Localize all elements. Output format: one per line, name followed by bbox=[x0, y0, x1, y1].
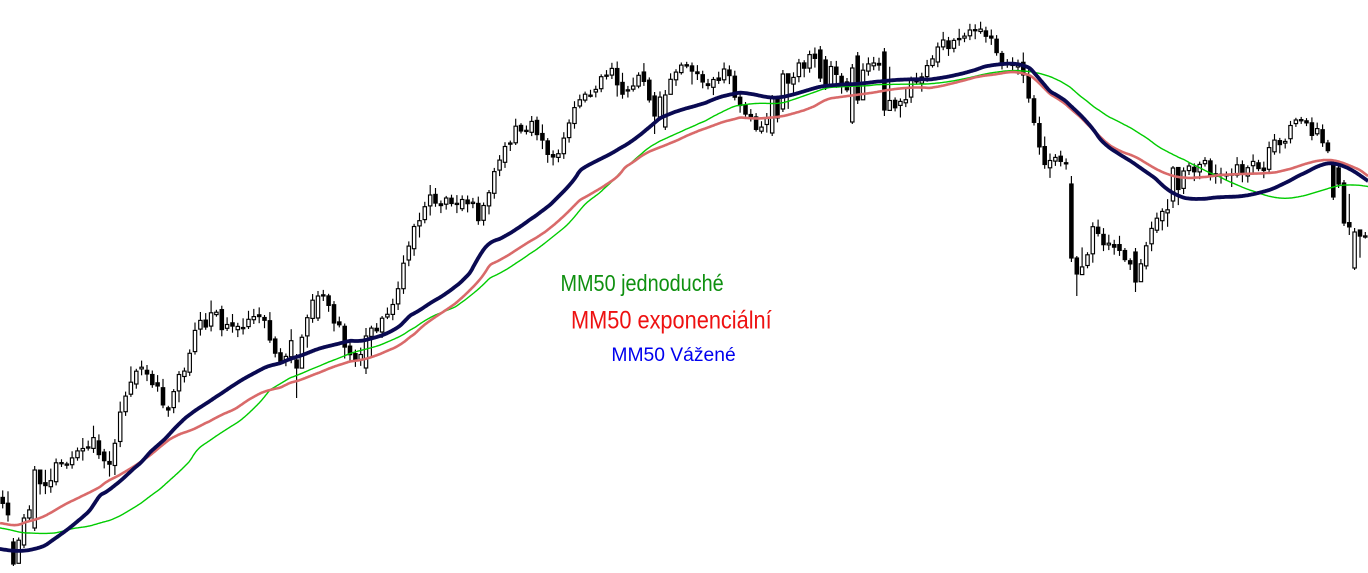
svg-text:MM50 exponenciální: MM50 exponenciální bbox=[571, 307, 772, 335]
svg-text:MM50 jednoduché: MM50 jednoduché bbox=[561, 270, 724, 296]
svg-text:MM50 Vážené: MM50 Vážené bbox=[611, 345, 735, 366]
